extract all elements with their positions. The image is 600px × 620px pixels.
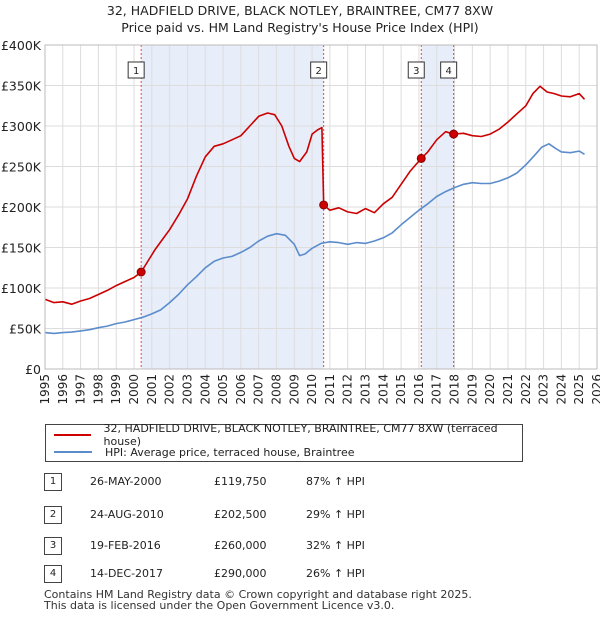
y-tick-label: £250K	[1, 160, 42, 175]
legend-item-property: 32, HADFIELD DRIVE, BLACK NOTLEY, BRAINT…	[54, 422, 522, 448]
sale-label-box	[407, 61, 425, 79]
x-tick-label: 1996	[56, 374, 70, 405]
sale-row: 4 14-DEC-2017 £290,000 26% ↑ HPI	[44, 564, 584, 584]
sale-label-number: 3	[413, 66, 419, 77]
footer-line2: This data is licensed under the Open Gov…	[44, 599, 395, 612]
x-tick-label: 2007	[252, 374, 266, 405]
legend-swatch-hpi	[54, 451, 92, 453]
x-tick-label: 2023	[537, 374, 551, 405]
y-tick-label: £200K	[1, 200, 42, 215]
x-tick-label: 2026	[590, 374, 600, 405]
sale-label-number: 2	[315, 66, 321, 77]
sale-price: £260,000	[214, 539, 267, 552]
sale-row: 2 24-AUG-2010 £202,500 29% ↑ HPI	[44, 505, 584, 525]
x-tick-label: 2019	[465, 374, 479, 405]
legend-label-hpi: HPI: Average price, terraced house, Brai…	[105, 445, 355, 459]
y-tick-label: £100K	[1, 281, 42, 296]
x-tick-label: 2018	[448, 374, 462, 405]
sale-hpi-change: 87% ↑ HPI	[306, 475, 365, 488]
sale-marker	[136, 267, 146, 277]
sale-hpi-change: 32% ↑ HPI	[306, 539, 365, 552]
sale-marker	[319, 200, 329, 210]
y-tick-label: £50K	[9, 322, 42, 337]
sale-price: £202,500	[214, 508, 267, 521]
sale-date: 14-DEC-2017	[90, 567, 164, 580]
x-tick-label: 2013	[359, 374, 373, 405]
x-tick-label: 2003	[180, 374, 194, 405]
x-tick-label: 2008	[269, 374, 283, 405]
x-tick-label: 1995	[38, 374, 52, 405]
legend-label-property: 32, HADFIELD DRIVE, BLACK NOTLEY, BRAINT…	[103, 422, 498, 448]
sale-date: 24-AUG-2010	[90, 508, 164, 521]
y-tick-label: £0	[25, 362, 41, 377]
x-tick-label: 2020	[483, 374, 497, 405]
x-tick-label: 2016	[412, 374, 426, 405]
sale-vlines	[140, 45, 455, 369]
sale-number-badge: 1	[44, 473, 62, 491]
chart-title-line1: 32, HADFIELD DRIVE, BLACK NOTLEY, BRAINT…	[106, 3, 494, 18]
x-tick-label: 2015	[394, 374, 408, 405]
sale-label-number: 4	[445, 66, 451, 77]
sale-row: 3 19-FEB-2016 £260,000 32% ↑ HPI	[44, 536, 584, 556]
x-tick-label: 2005	[216, 374, 230, 405]
plot-frame	[44, 44, 598, 370]
x-tick-label: 1999	[109, 374, 123, 405]
sale-label-box	[440, 61, 458, 79]
sale-labels: 1 2 3 4	[127, 61, 458, 79]
sale-hpi-change: 26% ↑ HPI	[306, 567, 365, 580]
footer: Contains HM Land Registry data © Crown c…	[44, 589, 472, 611]
x-tick-label: 2004	[198, 374, 212, 405]
legend-item-hpi: HPI: Average price, terraced house, Brai…	[54, 444, 355, 460]
sale-number-badge: 3	[44, 537, 62, 555]
sale-number-badge: 2	[44, 506, 62, 524]
y-tick-label: £400K	[1, 38, 42, 53]
sale-hpi-change: 29% ↑ HPI	[306, 508, 365, 521]
sale-number-badge: 4	[44, 565, 62, 583]
sale-marker	[449, 129, 459, 139]
legend-swatch-property	[54, 434, 91, 436]
price-chart: 1 2 3 4 £0 £50K £100K £150K £200K £250K £300K £350…	[1, 38, 600, 405]
x-tick-label: 1998	[91, 374, 105, 405]
x-tick-label: 2001	[145, 374, 159, 405]
sale-label-number: 1	[133, 66, 139, 77]
sale-date: 19-FEB-2016	[90, 539, 161, 552]
sale-price: £119,750	[214, 475, 267, 488]
x-tick-label: 2009	[287, 374, 301, 405]
sale-row: 1 26-MAY-2000 £119,750 87% ↑ HPI	[44, 472, 584, 492]
y-tick-label: £150K	[1, 241, 42, 256]
sale-price: £290,000	[214, 567, 267, 580]
sale-label-box	[127, 61, 145, 79]
series-line-hpi	[44, 143, 585, 335]
y-tick-label: £300K	[1, 119, 42, 134]
sale-date: 26-MAY-2000	[90, 475, 162, 488]
x-tick-label: 2012	[341, 374, 355, 405]
chart-title: 32, HADFIELD DRIVE, BLACK NOTLEY, BRAINT…	[0, 2, 600, 36]
x-tick-label: 1997	[74, 374, 88, 405]
x-tick-label: 2022	[519, 374, 533, 405]
axes: £0 £50K £100K £150K £200K £250K £300K £350K £400…	[1, 38, 600, 405]
x-tick-label: 2006	[234, 374, 248, 405]
x-tick-label: 2014	[376, 374, 390, 405]
legend: 32, HADFIELD DRIVE, BLACK NOTLEY, BRAINT…	[45, 422, 523, 462]
chart-title-line2: Price paid vs. HM Land Registry's House …	[121, 20, 479, 35]
x-tick-label: 2010	[305, 374, 319, 405]
x-tick-label: 2000	[127, 374, 141, 405]
x-tick-label: 2002	[163, 374, 177, 405]
sale-markers	[136, 129, 459, 277]
x-tick-label: 2024	[554, 374, 568, 405]
x-tick-label: 2017	[430, 374, 444, 405]
x-tick-label: 2025	[572, 374, 586, 405]
x-tick-label: 2011	[323, 374, 337, 405]
y-tick-label: £350K	[1, 79, 42, 94]
footer-line1: Contains HM Land Registry data © Crown c…	[44, 588, 472, 601]
x-tick-label: 2021	[501, 374, 515, 405]
sale-marker	[416, 153, 426, 163]
sale-label-box	[310, 61, 328, 79]
